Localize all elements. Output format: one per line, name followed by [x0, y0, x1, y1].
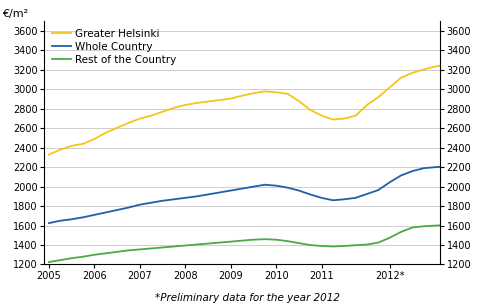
Text: €/m²: €/m²	[2, 9, 29, 19]
Text: *Preliminary data for the year 2012: *Preliminary data for the year 2012	[155, 293, 339, 303]
Legend: Greater Helsinki, Whole Country, Rest of the Country: Greater Helsinki, Whole Country, Rest of…	[50, 26, 178, 67]
